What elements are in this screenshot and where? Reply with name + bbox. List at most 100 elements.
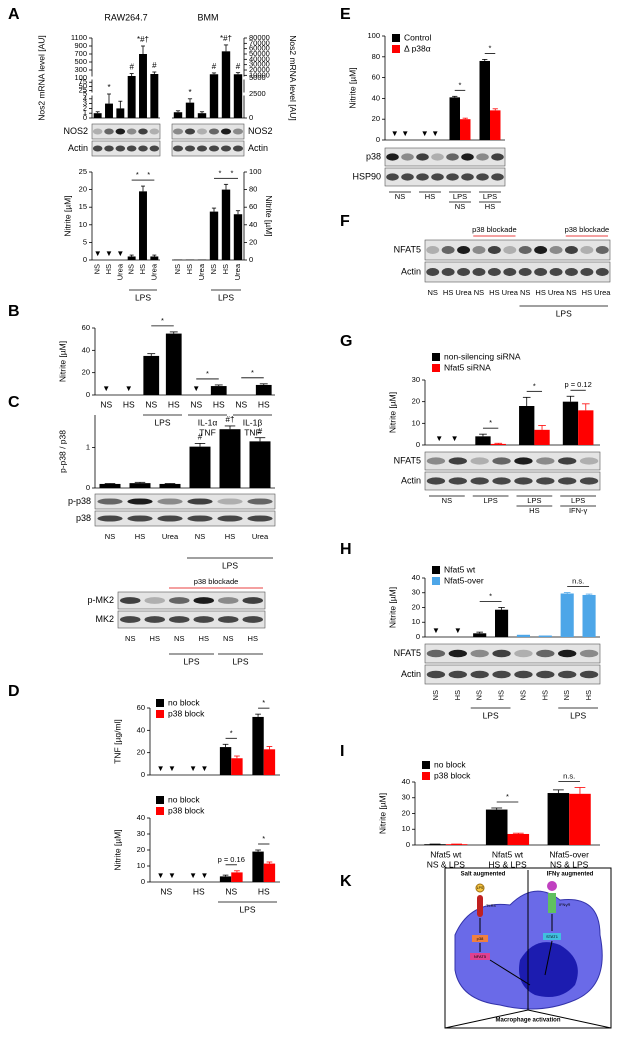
y-tick-label: 10	[79, 220, 87, 229]
bar	[569, 793, 591, 845]
blot-strip	[424, 664, 601, 685]
axis-break	[88, 92, 96, 96]
y-tick-label: 1	[83, 108, 87, 117]
bar	[424, 844, 446, 845]
diagram-text: IFNγ augmented	[547, 872, 594, 878]
ifng-icon	[547, 881, 557, 891]
x-tick-label: NS	[190, 399, 202, 409]
nd-marker: ▼	[431, 129, 439, 138]
y-tick-label: 0	[86, 390, 90, 399]
group-label: LPS	[232, 656, 248, 666]
significance-mark: #	[212, 62, 217, 71]
blot-band	[401, 153, 414, 161]
blot-band	[217, 616, 239, 623]
y-axis-label: Nitrite [µM]	[377, 793, 387, 834]
y-tick-label: 30	[137, 829, 145, 838]
y-tick-label: 10	[137, 861, 145, 870]
treatment-label: p38 blockade	[472, 225, 517, 234]
y-tick-label: 80000	[249, 33, 270, 42]
blot-band	[168, 616, 190, 623]
x-tick-label: NS	[93, 264, 102, 274]
lane-label: HS	[485, 202, 495, 211]
blot-row-label: NOS2	[63, 126, 88, 136]
blot-band	[247, 498, 273, 505]
lane-label: NS	[195, 532, 205, 541]
bar	[473, 633, 487, 637]
bar	[534, 429, 550, 445]
blot-band	[558, 457, 577, 465]
blot-band	[558, 670, 577, 679]
panel-letter: F	[340, 213, 350, 230]
blot-row-label: Actin	[248, 143, 268, 153]
x-tick-label: NS	[225, 886, 237, 896]
blot-band	[431, 153, 444, 161]
blot-band	[503, 246, 517, 254]
group-label: LPS	[135, 292, 151, 302]
blot-band	[492, 457, 511, 465]
legend-swatch	[392, 34, 400, 42]
y-tick-label: 0	[416, 632, 420, 641]
y-tick-label: 20	[249, 237, 257, 246]
blot-row-label: NFAT5	[394, 244, 421, 254]
blot-band	[386, 153, 399, 161]
blot-band	[446, 173, 459, 181]
bar	[116, 108, 125, 118]
blot-band	[386, 173, 399, 181]
bracket-label: *	[489, 591, 492, 600]
blot-band	[472, 268, 486, 276]
blot-row-label: NFAT5	[394, 648, 421, 658]
blot-row-label: p-p38	[68, 496, 91, 506]
lane-label: HS	[225, 532, 235, 541]
panel-letter: I	[340, 743, 344, 760]
x-tick-label: Urea	[197, 263, 206, 280]
stat1-box	[543, 933, 561, 940]
nd-marker: ▼	[200, 871, 208, 880]
divider	[444, 1009, 529, 1029]
bar	[516, 634, 530, 637]
chart-title: RAW264.7	[104, 12, 147, 22]
blot-band	[127, 515, 153, 522]
blot-band	[104, 145, 114, 152]
legend-swatch	[156, 796, 164, 804]
blot-band	[534, 246, 548, 254]
y-tick-label: 10	[412, 418, 420, 427]
y-tick-label: 40	[137, 813, 145, 822]
lane-label: NS	[475, 690, 484, 700]
bar	[210, 386, 227, 395]
diagram-text: p38	[477, 936, 484, 941]
blot-band	[119, 597, 141, 604]
group-label: TNF	[199, 427, 216, 437]
panel-letter: G	[340, 333, 352, 350]
y-tick-label: 0	[376, 135, 380, 144]
blot-band	[187, 515, 213, 522]
nd-marker: ▼	[125, 384, 133, 393]
blot-band	[461, 153, 474, 161]
panel-letter: D	[8, 683, 20, 700]
x-tick-label: HS	[258, 399, 270, 409]
blot-band	[426, 477, 446, 485]
panel-letter: A	[8, 6, 20, 23]
lane-label: HS	[150, 634, 160, 643]
blot-band	[514, 649, 533, 658]
x-tick-label: NS	[127, 264, 136, 274]
blot-band	[426, 649, 446, 658]
bracket-label: *	[459, 80, 462, 89]
blot-band	[138, 128, 148, 135]
x-tick-label: NS	[173, 264, 182, 274]
blot-strip	[424, 451, 601, 471]
bracket-label: *	[533, 381, 536, 390]
y-tick-label: 50	[79, 81, 87, 90]
p38-box	[472, 935, 488, 942]
blot-band	[115, 145, 126, 152]
blot-band	[217, 597, 239, 604]
bracket-label: *	[147, 170, 150, 179]
lane-label: NS	[174, 634, 184, 643]
y-tick-label: 5000	[249, 73, 266, 82]
blot-band	[126, 128, 137, 135]
diagram-text: STAT1	[546, 934, 559, 939]
bar	[189, 446, 211, 488]
legend-label: Nfat5 siRNA	[444, 362, 491, 372]
blot-band	[579, 477, 599, 485]
blot-strip	[171, 123, 245, 140]
y-axis-label: Nitrite [µM]	[57, 341, 67, 382]
